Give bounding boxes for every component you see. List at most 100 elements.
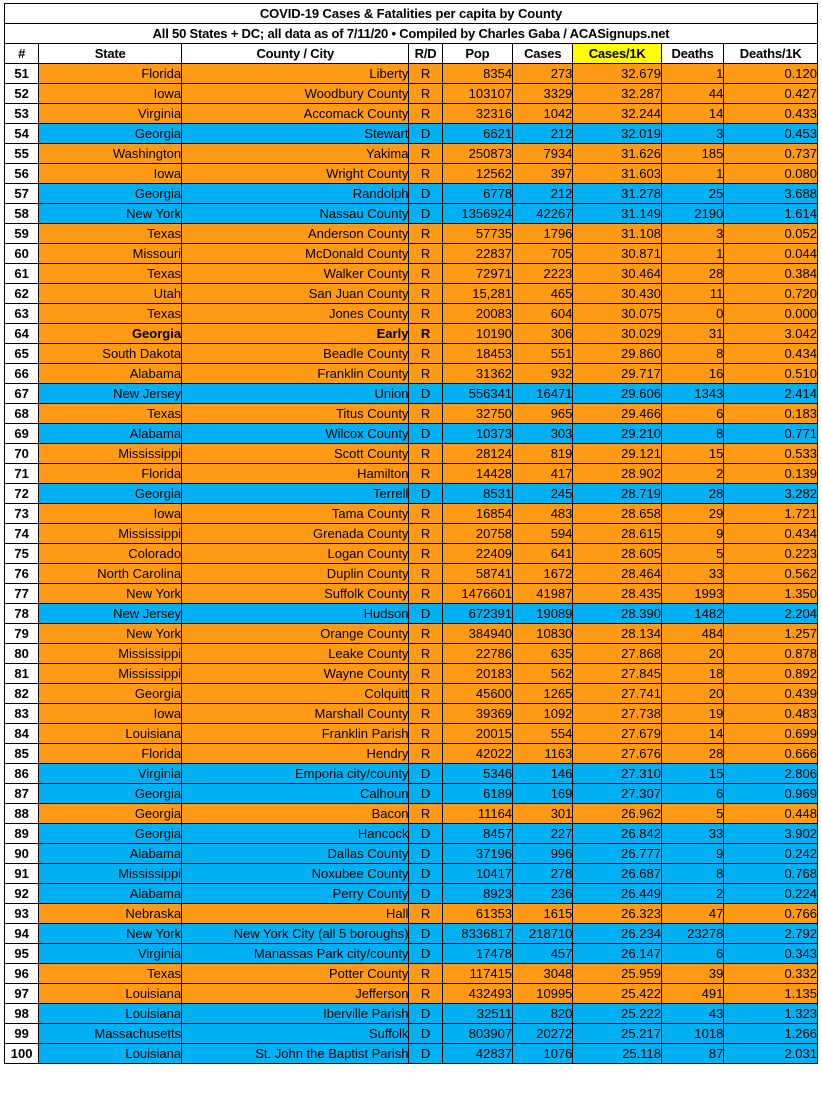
- cell-population: 42837: [441, 1043, 514, 1064]
- cell-deaths-per-1k: 1.257: [723, 623, 818, 644]
- table-row[interactable]: 82 Georgia Colquitt R 45600 1265 27.741 20 0.439: [3, 683, 818, 704]
- cell-county: Yakima: [181, 143, 410, 164]
- table-row[interactable]: 61 Texas Walker County R 72971 2223 30.464 28 0.…: [3, 263, 818, 284]
- table-row[interactable]: 55 Washington Yakima R 250873 7934 31.626 185 0.…: [3, 143, 818, 164]
- column-header-county[interactable]: County / City: [181, 43, 410, 64]
- table-row[interactable]: 74 Mississippi Grenada County R 20758 594 28.6…: [3, 523, 818, 544]
- table-row[interactable]: 69 Alabama Wilcox County D 10373 303 29.210 8 0.…: [3, 423, 818, 444]
- table-row[interactable]: 90 Alabama Dallas County D 37196 996 26.777 9 0.…: [3, 843, 818, 864]
- cell-deaths: 1343: [660, 383, 725, 404]
- table-row[interactable]: 78 New Jersey Hudson D 672391 19089 28.390 1482…: [3, 603, 818, 624]
- table-row[interactable]: 73 Iowa Tama County R 16854 483 28.658 29 1.721: [3, 503, 818, 524]
- table-row[interactable]: 79 New York Orange County R 384940 10830 28.13…: [3, 623, 818, 644]
- column-header-deaths[interactable]: Deaths: [660, 43, 725, 64]
- table-row[interactable]: 84 Louisiana Franklin Parish R 20015 554 27.67…: [3, 723, 818, 744]
- cell-state: Texas: [38, 403, 183, 424]
- table-row[interactable]: 54 Georgia Stewart D 6621 212 32.019 3 0.453: [3, 123, 818, 144]
- table-row[interactable]: 88 Georgia Bacon R 11164 301 26.962 5 0.448: [3, 803, 818, 824]
- cell-deaths: 33: [660, 563, 725, 584]
- cell-population: 10417: [441, 863, 514, 884]
- cell-party: R: [408, 703, 443, 724]
- table-row[interactable]: 99 Massachusetts Suffolk D 803907 20272 25.217…: [3, 1023, 818, 1044]
- cell-party: R: [408, 263, 443, 284]
- column-header-cases1k[interactable]: Cases/1K: [572, 43, 662, 64]
- cell-cases: 641: [512, 543, 574, 564]
- table-row[interactable]: 75 Colorado Logan County R 22409 641 28.605 5 0.…: [3, 543, 818, 564]
- table-row[interactable]: 92 Alabama Perry County D 8923 236 26.449 2 0.22…: [3, 883, 818, 904]
- table-row[interactable]: 68 Texas Titus County R 32750 965 29.466 6 0.183: [3, 403, 818, 424]
- table-row[interactable]: 91 Mississippi Noxubee County D 10417 278 26.6…: [3, 863, 818, 884]
- cell-deaths: 11: [660, 283, 725, 304]
- table-row[interactable]: 63 Texas Jones County R 20083 604 30.075 0 0.000: [3, 303, 818, 324]
- table-row[interactable]: 60 Missouri McDonald County R 22837 705 30.871…: [3, 243, 818, 264]
- table-row[interactable]: 95 Virginia Manassas Park city/county D 1747…: [3, 943, 818, 964]
- table-row[interactable]: 53 Virginia Accomack County R 32316 1042 32.24…: [3, 103, 818, 124]
- table-row[interactable]: 97 Louisiana Jefferson R 432493 10995 25.422 49…: [3, 983, 818, 1004]
- row-rank: 96: [3, 963, 40, 984]
- cell-cases: 1092: [512, 703, 574, 724]
- column-header-cases[interactable]: Cases: [512, 43, 574, 64]
- table-row[interactable]: 80 Mississippi Leake County R 22786 635 27.868…: [3, 643, 818, 664]
- table-row[interactable]: 65 South Dakota Beadle County R 18453 551 29.8…: [3, 343, 818, 364]
- cell-cases-per-1k: 27.845: [572, 663, 662, 684]
- cell-state: Colorado: [38, 543, 183, 564]
- cell-cases: 397: [512, 163, 574, 184]
- cell-party: D: [408, 1043, 443, 1064]
- table-row[interactable]: 86 Virginia Emporia city/county D 5346 146 27.…: [3, 763, 818, 784]
- table-row[interactable]: 98 Louisiana Iberville Parish D 32511 820 25.2…: [3, 1003, 818, 1024]
- table-row[interactable]: 85 Florida Hendry R 42022 1163 27.676 28 0.666: [3, 743, 818, 764]
- cell-population: 22786: [441, 643, 514, 664]
- table-row[interactable]: 56 Iowa Wright County R 12562 397 31.603 1 0.080: [3, 163, 818, 184]
- table-row[interactable]: 52 Iowa Woodbury County R 103107 3329 32.287 44…: [3, 83, 818, 104]
- cell-deaths: 18: [660, 663, 725, 684]
- row-rank: 87: [3, 783, 40, 804]
- cell-state: Georgia: [38, 483, 183, 504]
- table-row[interactable]: 87 Georgia Calhoun D 6189 169 27.307 6 0.969: [3, 783, 818, 804]
- cell-population: 18453: [441, 343, 514, 364]
- table-row[interactable]: 96 Texas Potter County R 117415 3048 25.959 39 0…: [3, 963, 818, 984]
- cell-state: Alabama: [38, 423, 183, 444]
- table-row[interactable]: 89 Georgia Hancock D 8457 227 26.842 33 3.902: [3, 823, 818, 844]
- table-row[interactable]: 66 Alabama Franklin County R 31362 932 29.717 1…: [3, 363, 818, 384]
- row-rank: 60: [3, 243, 40, 264]
- column-header-idx[interactable]: #: [3, 43, 40, 64]
- cell-cases-per-1k: 27.738: [572, 703, 662, 724]
- column-header-state[interactable]: State: [38, 43, 183, 64]
- cell-deaths: 1: [660, 243, 725, 264]
- table-row[interactable]: 72 Georgia Terrell D 8531 245 28.719 28 3.282: [3, 483, 818, 504]
- cell-county: Walker County: [181, 263, 410, 284]
- table-row[interactable]: 57 Georgia Randolph D 6778 212 31.278 25 3.688: [3, 183, 818, 204]
- table-row[interactable]: 67 New Jersey Union D 556341 16471 29.606 1343 2…: [3, 383, 818, 404]
- table-row[interactable]: 51 Florida Liberty R 8354 273 32.679 1 0.120: [3, 63, 818, 84]
- row-rank: 78: [3, 603, 40, 624]
- cell-deaths: 15: [660, 443, 725, 464]
- table-row[interactable]: 76 North Carolina Duplin County R 58741 1672 2…: [3, 563, 818, 584]
- table-row[interactable]: 71 Florida Hamilton R 14428 417 28.902 2 0.139: [3, 463, 818, 484]
- cell-population: 250873: [441, 143, 514, 164]
- cell-county: Duplin County: [181, 563, 410, 584]
- table-row[interactable]: 93 Nebraska Hall R 61353 1615 26.323 47 0.766: [3, 903, 818, 924]
- cell-state: Mississippi: [38, 443, 183, 464]
- table-row[interactable]: 83 Iowa Marshall County R 39369 1092 27.738 19 0…: [3, 703, 818, 724]
- table-row[interactable]: 81 Mississippi Wayne County R 20183 562 27.845…: [3, 663, 818, 684]
- cell-cases-per-1k: 29.717: [572, 363, 662, 384]
- cell-cases-per-1k: 32.287: [572, 83, 662, 104]
- table-row[interactable]: 100 Louisiana St. John the Baptist Parish D…: [3, 1043, 818, 1064]
- table-row[interactable]: 70 Mississippi Scott County R 28124 819 29.121…: [3, 443, 818, 464]
- table-row[interactable]: 59 Texas Anderson County R 57735 1796 31.108 3 0…: [3, 223, 818, 244]
- cell-county: Suffolk: [181, 1023, 410, 1044]
- row-rank: 76: [3, 563, 40, 584]
- table-row[interactable]: 58 New York Nassau County D 1356924 42267 31.1…: [3, 203, 818, 224]
- table-row[interactable]: 77 New York Suffolk County R 1476601 41987 28.…: [3, 583, 818, 604]
- table-row[interactable]: 62 Utah San Juan County R 15,281 465 30.430 11 0…: [3, 283, 818, 304]
- column-header-deaths1k[interactable]: Deaths/1K: [723, 43, 818, 64]
- cell-cases-per-1k: 32.679: [572, 63, 662, 84]
- cell-population: 6189: [441, 783, 514, 804]
- cell-county: Randolph: [181, 183, 410, 204]
- column-header-rd[interactable]: R/D: [408, 43, 443, 64]
- column-header-pop[interactable]: Pop: [441, 43, 514, 64]
- table-row[interactable]: 94 New York New York City (all 5 boroughs)…: [3, 923, 818, 944]
- table-row[interactable]: 64 Georgia Early R 10190 306 30.029 31 3.042: [3, 323, 818, 344]
- table-body: 51 Florida Liberty R 8354 273 32.679 1 0.120 52 Io…: [3, 63, 818, 1064]
- cell-cases: 227: [512, 823, 574, 844]
